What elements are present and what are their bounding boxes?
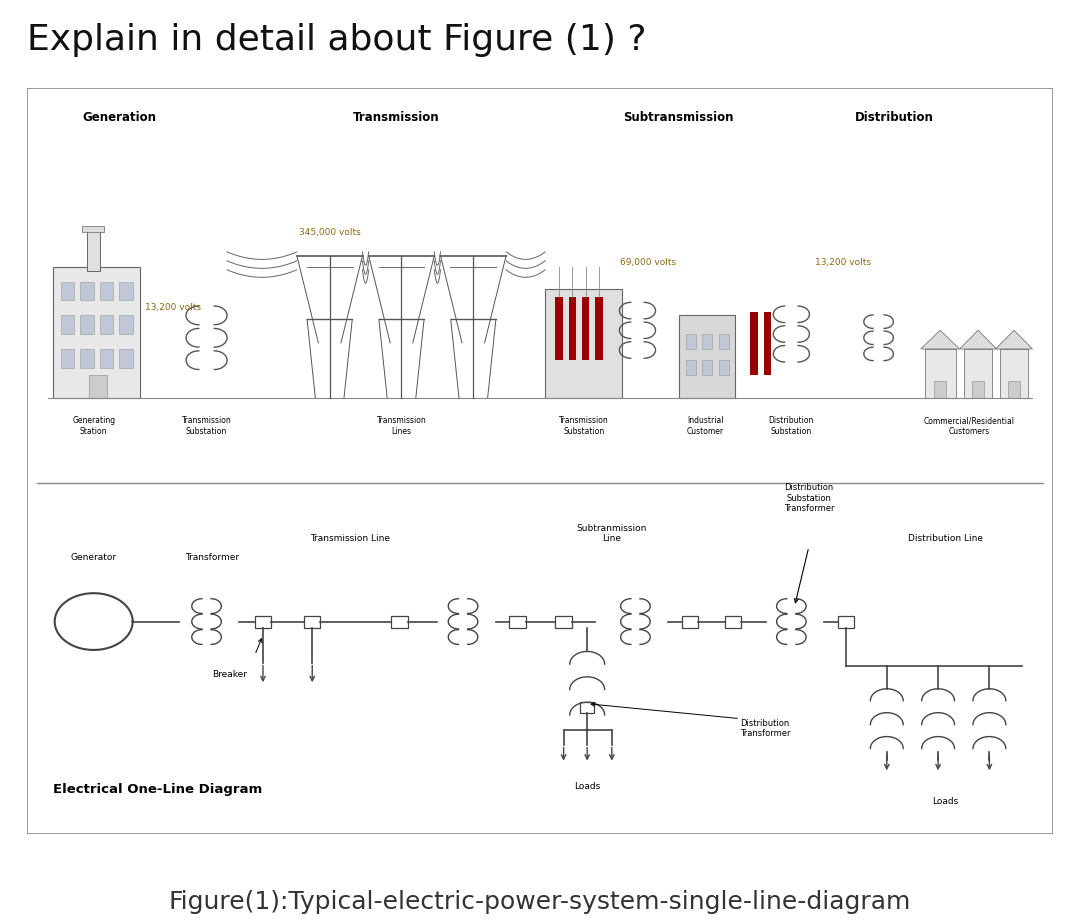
Text: Generator: Generator [70, 553, 117, 561]
Bar [555, 616, 571, 628]
Polygon shape [996, 330, 1032, 349]
Bar [119, 282, 133, 301]
Text: Figure(1):Typical-electric-power-system-single-line-diagram: Figure(1):Typical-electric-power-system-… [168, 890, 912, 914]
Bar [924, 349, 956, 397]
Bar [751, 312, 757, 375]
Bar [963, 349, 993, 397]
Bar [838, 616, 854, 628]
Text: Commercial/Residential
Customers: Commercial/Residential Customers [923, 416, 1014, 435]
Text: Generating
Station: Generating Station [72, 416, 116, 435]
Text: 13,200 volts: 13,200 volts [145, 303, 201, 313]
Bar [53, 266, 140, 397]
Polygon shape [960, 330, 997, 349]
Text: Electrical One-Line Diagram: Electrical One-Line Diagram [53, 783, 261, 796]
Text: Subtransmission: Subtransmission [623, 111, 733, 124]
Bar [510, 616, 526, 628]
Text: Transmission
Substation: Transmission Substation [559, 416, 609, 435]
Bar [686, 334, 696, 349]
Bar [764, 312, 771, 375]
Bar [545, 290, 622, 397]
Bar [82, 226, 104, 231]
Bar [99, 315, 113, 334]
Text: Transmission
Substation: Transmission Substation [181, 416, 231, 435]
Bar [60, 315, 75, 334]
Bar [1000, 349, 1028, 397]
Bar [99, 282, 113, 301]
Text: Distribution
Transformer: Distribution Transformer [740, 718, 791, 738]
Text: Distribution
Substation
Transformer: Distribution Substation Transformer [784, 483, 834, 514]
Bar [305, 616, 321, 628]
Bar [972, 381, 984, 397]
Text: 69,000 volts: 69,000 volts [620, 258, 676, 266]
Bar [99, 349, 113, 368]
Bar [89, 375, 107, 397]
Text: 13,200 volts: 13,200 volts [814, 258, 870, 266]
Text: Breaker: Breaker [213, 670, 247, 680]
Bar [934, 381, 946, 397]
Text: Transmission
Lines: Transmission Lines [377, 416, 427, 435]
Bar [702, 334, 713, 349]
Bar [718, 334, 729, 349]
Bar [686, 361, 696, 375]
Bar [1008, 381, 1021, 397]
Text: Loads: Loads [575, 782, 600, 791]
Text: 345,000 volts: 345,000 volts [299, 228, 361, 237]
Bar [80, 315, 94, 334]
Bar [678, 315, 735, 397]
Bar [86, 230, 99, 270]
Text: Subtranmission
Line: Subtranmission Line [577, 524, 647, 543]
Bar [80, 349, 94, 368]
Text: Transformer: Transformer [185, 553, 239, 561]
Text: Generation: Generation [82, 111, 157, 124]
Polygon shape [920, 330, 960, 349]
Text: Explain in detail about Figure (1) ?: Explain in detail about Figure (1) ? [27, 23, 647, 57]
Bar [702, 361, 713, 375]
Bar [580, 703, 594, 713]
Text: Loads: Loads [932, 797, 958, 806]
Bar [582, 297, 590, 361]
Bar [60, 349, 75, 368]
Bar [80, 282, 94, 301]
Bar [119, 315, 133, 334]
Bar [119, 349, 133, 368]
Text: Transmission Line: Transmission Line [310, 534, 390, 543]
Bar [555, 297, 563, 361]
Text: Distribution: Distribution [854, 111, 933, 124]
Bar [595, 297, 603, 361]
Text: Distribution Line: Distribution Line [908, 534, 983, 543]
Bar [725, 616, 741, 628]
Bar [681, 616, 698, 628]
Text: Distribution
Substation: Distribution Substation [769, 416, 814, 435]
Bar [255, 616, 271, 628]
Bar [718, 361, 729, 375]
Text: Transmission: Transmission [353, 111, 440, 124]
Bar [391, 616, 407, 628]
Bar [569, 297, 576, 361]
Text: Industrial
Customer: Industrial Customer [687, 416, 724, 435]
Bar [60, 282, 75, 301]
